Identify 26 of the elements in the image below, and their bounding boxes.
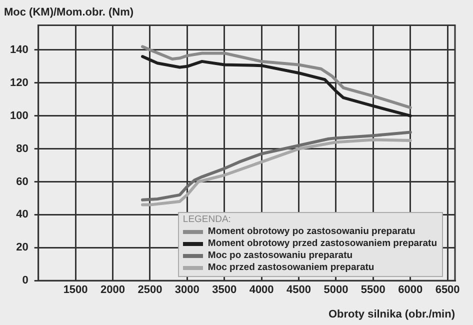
y-tick-label: 40 (16, 208, 28, 221)
legend-label: Moc po zastosowaniu preparatu (208, 250, 353, 262)
x-tick-label: 5500 (360, 284, 386, 296)
y-axis-title: Moc (KM)/Mom.obr. (Nm) (4, 6, 134, 19)
x-tick-label: 4500 (286, 284, 311, 296)
x-tick-label: 5000 (324, 284, 348, 296)
legend-title: LEGENDA: (182, 214, 232, 226)
x-tick-label: 2500 (138, 284, 162, 296)
y-tick-label: 60 (16, 176, 28, 188)
x-tick-label: 3500 (212, 284, 237, 296)
legend-label: Moment obrotowy przed zastosowaniem preparatu (208, 238, 437, 250)
y-tick-label: 0 (22, 274, 28, 287)
legend-label: Moc przed zastosowaniem preparatu (208, 262, 374, 274)
x-tick-label: 6500 (435, 284, 460, 296)
x-tick-label: 4000 (249, 284, 274, 296)
x-axis-title: Obroty silnika (obr./min) (328, 308, 456, 320)
x-tick-label: 6000 (398, 284, 423, 296)
x-tick-label: 2000 (100, 284, 125, 296)
y-tick-label: 20 (16, 242, 28, 254)
x-tick-label: 3000 (174, 284, 200, 296)
y-tick-label: 100 (10, 110, 28, 122)
y-tick-label: 120 (10, 76, 28, 89)
y-tick-label: 140 (10, 44, 28, 56)
x-tick-label: 1500 (63, 284, 88, 296)
legend-label: Moment obrotowy po zastosowaniu preparatu (208, 226, 416, 238)
y-tick-label: 80 (16, 142, 28, 155)
